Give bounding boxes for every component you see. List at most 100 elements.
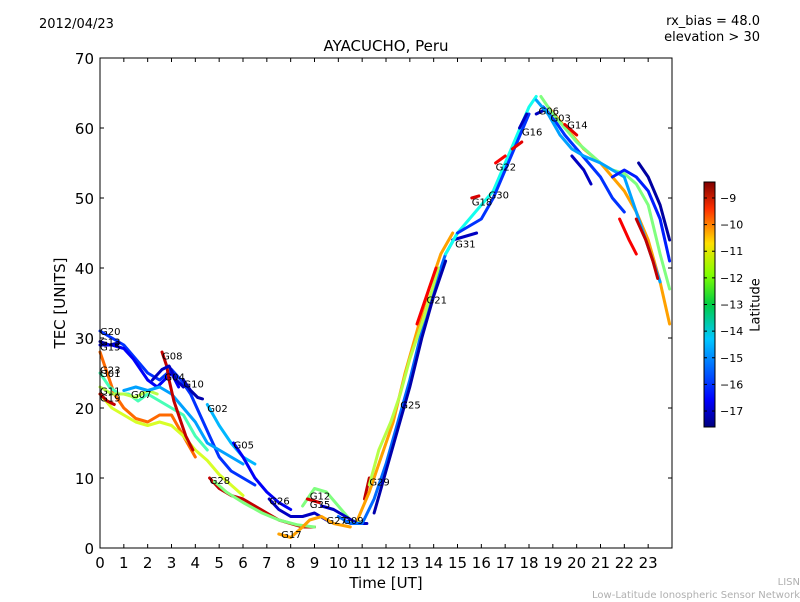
colorbar-tick-label: −9 [720,192,736,205]
series-line-g16 [518,112,529,130]
colorbar-tick-label: −12 [720,272,743,285]
x-tick-label: 22 [615,554,634,572]
satellite-label: G11 [100,387,120,398]
satellite-label: G30 [488,191,508,202]
series-line-g20 [98,329,257,487]
satellite-label: G35 [310,500,330,511]
series-line-g19 [98,392,245,497]
colorbar-ticks: −9 −10 −11 −12 −13 −14 −15 −16 −17 [704,192,743,418]
satellite-label: G31 [455,240,475,251]
series-line-g14d [610,168,672,263]
credit-full: Low-Latitude Ionospheric Sensor Network [592,590,800,601]
x-tick-label: 19 [543,554,562,572]
x-tick-label: 9 [310,554,320,572]
satellite-label: G23 [100,366,120,377]
x-tick-label: 11 [353,554,372,572]
info-block: rx_bias = 48.0 elevation > 30 [664,14,760,46]
x-tick-label: 3 [167,554,177,572]
satellite-label: G10 [183,380,203,391]
satellite-label: G21 [427,296,447,307]
satellite-label: G27 [326,516,346,527]
series-line-g16b [510,140,524,151]
x-tick-label: 12 [376,554,395,572]
x-tick-label: 2 [143,554,153,572]
y-tick-label: 30 [75,330,94,348]
satellite-label: G18 [472,198,492,209]
x-tick-label: 20 [567,554,586,572]
colorbar-tick-label: −11 [720,245,743,258]
satellite-label: G15 [100,342,120,353]
series-line-g04 [150,364,185,389]
satellite-label: G05 [233,440,253,451]
x-tick-label: 17 [496,554,515,572]
x-tick-label: 18 [519,554,538,572]
x-tick-label: 14 [424,554,443,572]
series-line-g18 [470,194,481,200]
satellite-label: G25 [400,401,420,412]
x-tick-label: 4 [191,554,201,572]
series-line-g14h [563,123,579,137]
series-layer [98,95,672,539]
series-line-g07 [122,385,245,466]
satellite-label: G07 [131,390,151,401]
series-line-g28b [212,480,316,529]
x-tick-label: 0 [95,554,105,572]
elevation-label: elevation > 30 [664,30,760,45]
x-tick-label: 5 [214,554,224,572]
x-tick-label: 16 [472,554,491,572]
x-tick-label: 15 [448,554,467,572]
y-tick-label: 70 [75,50,94,68]
series-line-g05 [232,441,293,511]
satellite-label: G14 [567,121,587,132]
satellite-label: G28 [210,476,230,487]
satellite-label: G01 [100,369,120,380]
series-line-g01 [98,371,209,452]
series-line-g25 [372,259,448,515]
series-line-g02 [205,403,257,466]
satellite-label: G19 [100,394,120,405]
satellite-label: G12 [310,492,330,503]
date-label: 2012/04/23 [39,17,114,32]
credit-short: LISN [777,577,800,588]
series-line-g06 [534,109,545,116]
y-tick-label: 50 [75,190,94,208]
series-line-g29 [363,476,371,501]
y-tick-label: 20 [75,400,94,418]
credit-block: LISN Low-Latitude Ionospheric Sensor Net… [592,576,800,602]
series-line-g19b [98,392,116,406]
satellite-label: G22 [496,163,516,174]
series-line-g31 [451,231,479,242]
satellite-label: G03 [550,114,570,125]
satellite-label: G29 [369,478,389,489]
x-tick-label: 23 [639,554,658,572]
x-tick-label: 7 [262,554,272,572]
x-tick-label: 10 [329,554,348,572]
x-tick-label: 13 [400,554,419,572]
colorbar-tick-label: −13 [720,299,743,312]
satellite-label: G20 [100,327,120,338]
y-tick-label: 40 [75,260,94,278]
series-line-g09 [336,231,459,525]
colorbar-tick-label: −14 [720,325,743,338]
series-line-g17 [277,515,352,539]
x-axis-label: Time [UT] [349,574,423,592]
colorbar-tick-label: −15 [720,352,743,365]
series-line-g22 [494,154,507,165]
x-tick-label: 8 [286,554,296,572]
series-line-g10 [181,378,204,401]
series-line-g23 [98,350,197,459]
series-line-g14g [618,217,638,256]
satellite-label: G26 [269,496,289,507]
x-tick-label: 21 [591,554,610,572]
satellite-label: G02 [207,404,227,415]
satellite-label: G06 [539,107,559,118]
series-line-g35 [305,497,321,504]
series-line-g25b [367,266,440,487]
x-tick-label: 1 [119,554,129,572]
colorbar-tick-label: −10 [720,219,743,232]
series-line-g21 [415,266,438,326]
series-line-g14i [570,154,593,186]
series-line-g14f [634,217,660,280]
